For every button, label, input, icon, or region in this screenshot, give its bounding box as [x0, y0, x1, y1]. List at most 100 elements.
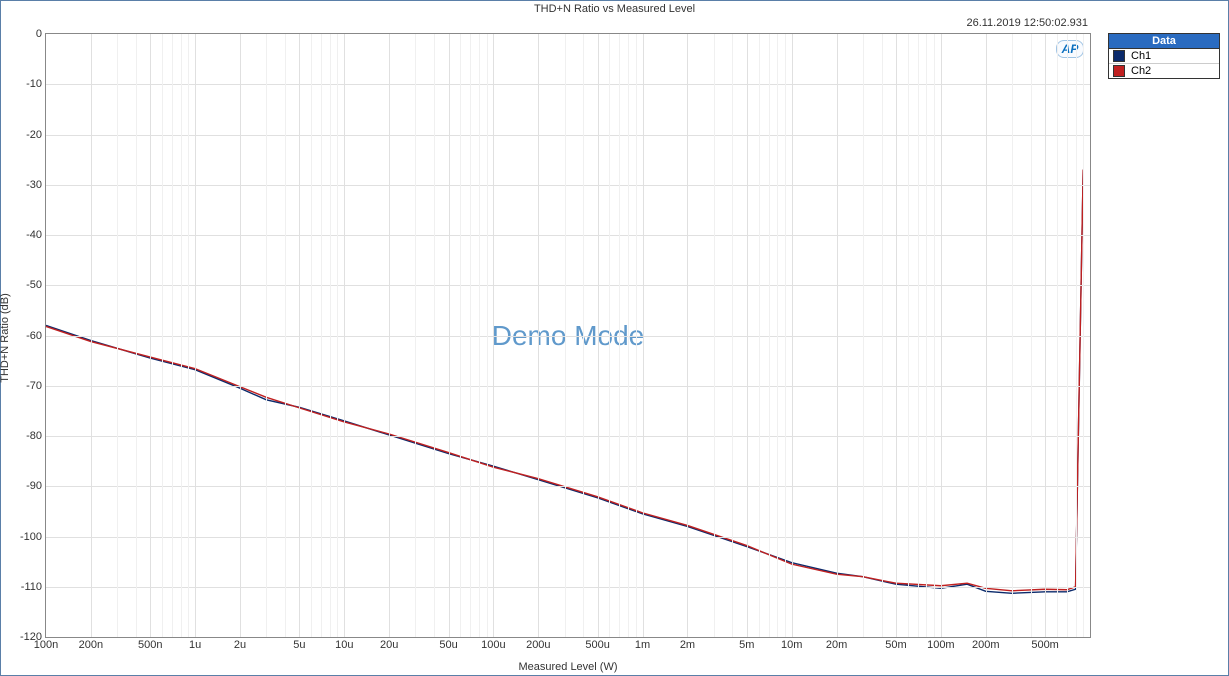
x-tick-label: 100m: [927, 637, 955, 651]
x-tick-label: 500m: [1031, 637, 1059, 651]
x-tick-label: 50u: [439, 637, 457, 651]
y-tick-label: -110: [21, 581, 46, 593]
grid-line-v: [863, 34, 864, 637]
legend-swatch-icon: [1113, 50, 1125, 62]
x-tick-label: 1u: [189, 637, 201, 651]
grid-line-v: [1067, 34, 1068, 637]
x-tick-label: 1m: [635, 637, 650, 651]
grid-line-v: [1083, 34, 1084, 637]
grid-line-v: [415, 34, 416, 637]
grid-line-v: [162, 34, 163, 637]
grid-line-v: [1057, 34, 1058, 637]
x-tick-label: 500u: [585, 637, 609, 651]
x-tick-label: 10u: [335, 637, 353, 651]
grid-line-v: [837, 34, 838, 637]
grid-line-v: [91, 34, 92, 637]
grid-line-v: [389, 34, 390, 637]
legend-label: Ch2: [1131, 65, 1151, 77]
y-tick-label: -20: [26, 129, 46, 141]
y-tick-label: -100: [20, 531, 46, 543]
chart-container: THD+N Ratio vs Measured Level 26.11.2019…: [0, 0, 1229, 676]
grid-line-v: [538, 34, 539, 637]
grid-line-v: [1045, 34, 1046, 637]
legend: Data Ch1Ch2: [1108, 33, 1220, 79]
y-tick-label: -10: [26, 78, 46, 90]
grid-line-v: [777, 34, 778, 637]
grid-line-v: [330, 34, 331, 637]
x-tick-label: 2u: [234, 637, 246, 651]
grid-line-v: [195, 34, 196, 637]
x-tick-label: 5m: [739, 637, 754, 651]
x-tick-label: 2m: [680, 637, 695, 651]
x-tick-label: 20u: [380, 637, 398, 651]
grid-line-v: [643, 34, 644, 637]
y-tick-label: -70: [26, 380, 46, 392]
grid-line-v: [583, 34, 584, 637]
x-tick-label: 100n: [34, 637, 58, 651]
y-tick-label: -40: [26, 229, 46, 241]
y-axis-label: THD+N Ratio (dB): [0, 293, 11, 383]
grid-line-v: [240, 34, 241, 637]
grid-line-v: [479, 34, 480, 637]
y-tick-label: 0: [36, 28, 46, 40]
grid-line-v: [1031, 34, 1032, 637]
grid-line-v: [769, 34, 770, 637]
chart-title: THD+N Ratio vs Measured Level: [1, 3, 1228, 15]
y-tick-label: -90: [26, 480, 46, 492]
grid-line-v: [619, 34, 620, 637]
x-tick-label: 100u: [481, 637, 505, 651]
grid-line-v: [434, 34, 435, 637]
y-tick-label: -50: [26, 279, 46, 291]
legend-item[interactable]: Ch2: [1109, 64, 1219, 78]
grid-line-v: [598, 34, 599, 637]
grid-line-v: [1012, 34, 1013, 637]
grid-line-v: [714, 34, 715, 637]
grid-line-v: [896, 34, 897, 637]
grid-line-v: [311, 34, 312, 637]
grid-line-v: [266, 34, 267, 637]
grid-line-v: [299, 34, 300, 637]
grid-line-v: [172, 34, 173, 637]
grid-line-v: [136, 34, 137, 637]
grid-line-v: [321, 34, 322, 637]
grid-line-v: [732, 34, 733, 637]
grid-line-v: [934, 34, 935, 637]
x-tick-label: 20m: [826, 637, 847, 651]
x-tick-label: 500n: [138, 637, 162, 651]
x-tick-label: 200u: [526, 637, 550, 651]
x-tick-label: 200n: [79, 637, 103, 651]
legend-item[interactable]: Ch1: [1109, 49, 1219, 64]
x-tick-label: 50m: [885, 637, 906, 651]
grid-line-v: [908, 34, 909, 637]
x-tick-label: 200m: [972, 637, 1000, 651]
grid-line-v: [117, 34, 118, 637]
y-tick-label: -80: [26, 430, 46, 442]
grid-line-v: [337, 34, 338, 637]
grid-line-v: [882, 34, 883, 637]
grid-line-v: [285, 34, 286, 637]
x-axis-label: Measured Level (W): [45, 661, 1091, 673]
grid-line-v: [1076, 34, 1077, 637]
grid-line-v: [609, 34, 610, 637]
grid-line-v: [460, 34, 461, 637]
chart-timestamp: 26.11.2019 12:50:02.931: [966, 17, 1088, 29]
y-tick-label: -30: [26, 179, 46, 191]
grid-line-v: [926, 34, 927, 637]
grid-line-v: [188, 34, 189, 637]
legend-header: Data: [1109, 34, 1219, 49]
x-tick-label: 10m: [781, 637, 802, 651]
x-tick-label: 5u: [293, 637, 305, 651]
grid-line-v: [449, 34, 450, 637]
grid-line-v: [565, 34, 566, 637]
legend-swatch-icon: [1113, 65, 1125, 77]
grid-line-v: [785, 34, 786, 637]
grid-line-v: [344, 34, 345, 637]
grid-line-v: [493, 34, 494, 637]
grid-line-v: [487, 34, 488, 637]
y-tick-label: -60: [26, 330, 46, 342]
grid-line-v: [918, 34, 919, 637]
grid-line-v: [181, 34, 182, 637]
grid-line-v: [150, 34, 151, 637]
grid-line-v: [792, 34, 793, 637]
grid-line-v: [941, 34, 942, 637]
